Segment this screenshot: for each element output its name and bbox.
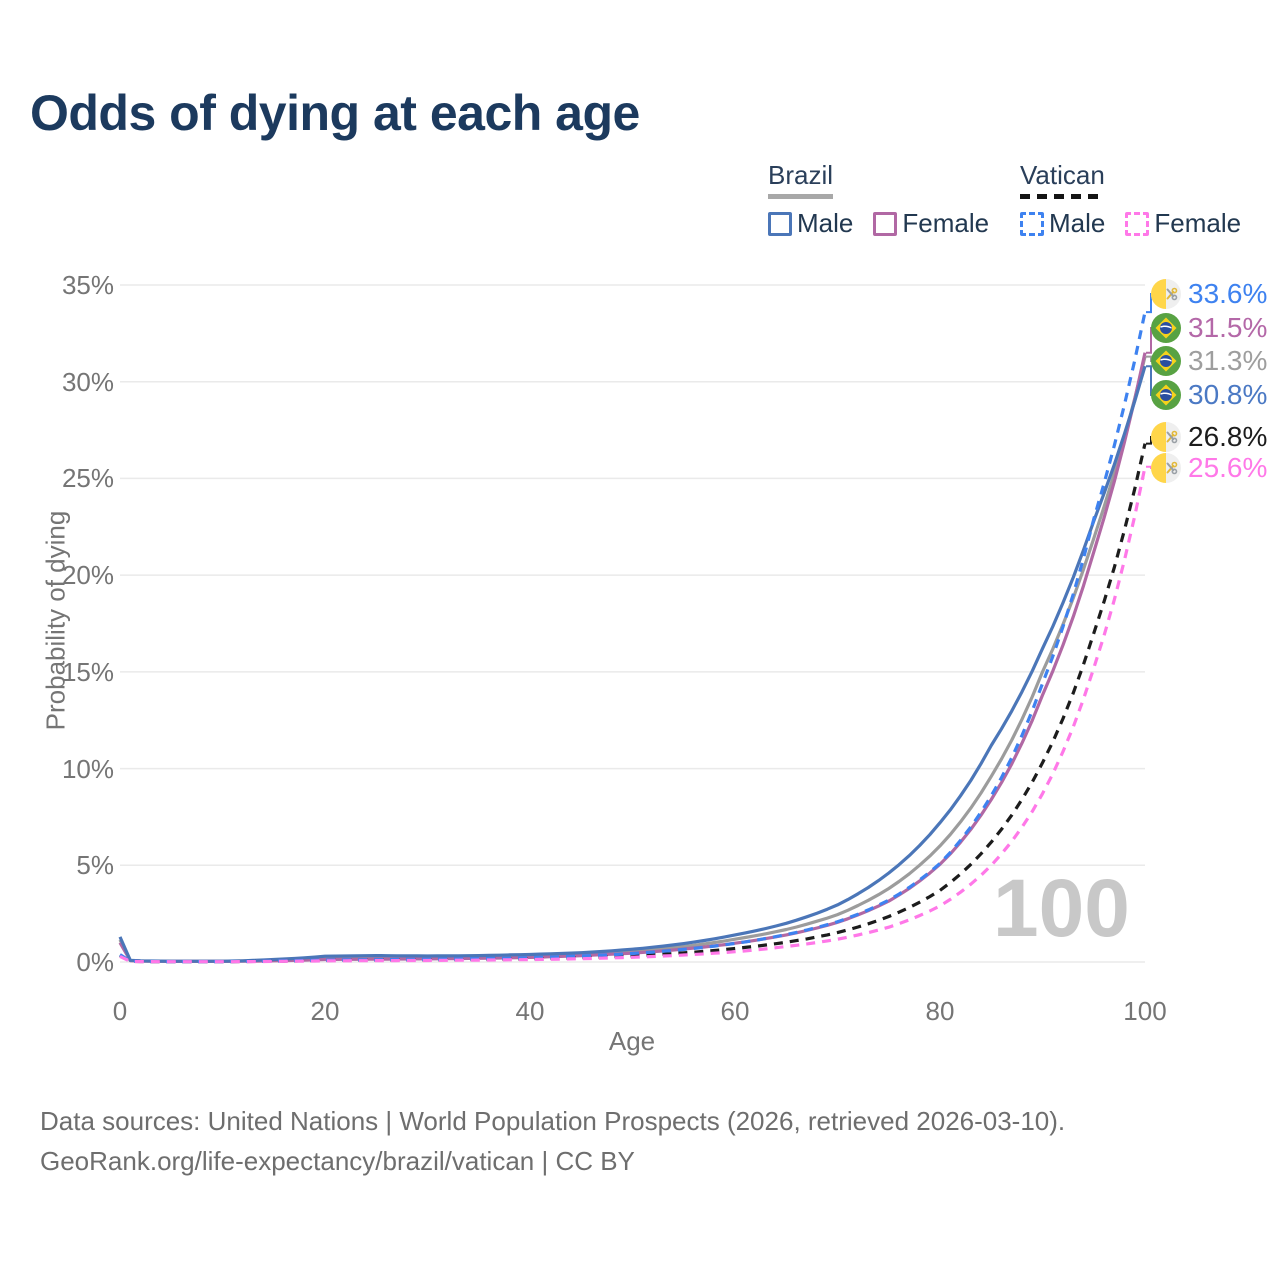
end-label-value: 33.6% xyxy=(1188,278,1268,309)
y-tick-label: 30% xyxy=(61,366,114,397)
y-tick-label: 20% xyxy=(61,560,114,591)
legend-country-linestyle-solid xyxy=(768,194,834,199)
legend-key-label: Female xyxy=(902,208,990,238)
end-label-vatican-female: 25.6% xyxy=(1151,452,1267,484)
y-tick-label: 10% xyxy=(61,753,114,784)
legend-group-brazil: Brazil Male Female xyxy=(768,160,989,239)
age-watermark: 100 xyxy=(993,863,1130,954)
end-label-value: 25.6% xyxy=(1188,452,1268,483)
vatican-flag-icon xyxy=(1151,422,1181,452)
series-line-vatican-total xyxy=(119,443,1147,964)
series-line-vatican-male xyxy=(119,311,1147,964)
x-tick-label: 80 xyxy=(925,996,955,1026)
end-label-vatican-total: 26.8% xyxy=(1151,421,1267,453)
x-tick-label: 0 xyxy=(112,996,128,1026)
legend-key-label: Male xyxy=(797,208,854,238)
brazil-flag-icon xyxy=(1151,380,1181,410)
y-tick-label: 15% xyxy=(61,656,114,687)
legend-key-brazil-female[interactable]: Female xyxy=(873,208,989,239)
legend-group-vatican: Vatican Male Female xyxy=(1020,160,1241,239)
legend-key-vatican-male[interactable]: Male xyxy=(1020,208,1105,239)
legend-checkbox-vatican-female[interactable] xyxy=(1125,211,1150,236)
legend-country-linestyle-dashed xyxy=(1020,194,1105,199)
series-line-brazil-female xyxy=(118,352,1147,963)
legend-key-brazil-male[interactable]: Male xyxy=(768,208,853,239)
series-line-vatican-female xyxy=(119,466,1147,964)
end-label-brazil-total: 31.3% xyxy=(1151,345,1267,377)
chart-title: Odds of dying at each age xyxy=(30,85,640,141)
x-tick-label: 20 xyxy=(310,996,340,1026)
end-label-brazil-male: 30.8% xyxy=(1151,379,1267,411)
end-label-value: 31.5% xyxy=(1188,312,1268,343)
legend-country-label: Vatican xyxy=(1020,160,1105,190)
legend-checkbox-brazil-female[interactable] xyxy=(873,211,898,236)
vatican-flag-icon xyxy=(1151,279,1181,309)
brazil-flag-icon xyxy=(1151,346,1181,376)
series-line-brazil-male xyxy=(118,365,1147,963)
legend-key-label: Male xyxy=(1049,208,1106,238)
y-tick-label: 0% xyxy=(76,947,114,977)
end-label-vatican-male: 33.6% xyxy=(1151,278,1267,310)
legend-checkbox-brazil-male[interactable] xyxy=(768,211,792,236)
legend-checkbox-vatican-male[interactable] xyxy=(1020,211,1044,236)
end-label-value: 26.8% xyxy=(1188,421,1268,452)
x-tick-label: 60 xyxy=(720,996,750,1026)
legend-key-vatican-female[interactable]: Female xyxy=(1125,208,1241,239)
x-tick-label: 40 xyxy=(515,996,545,1026)
x-tick-label: 100 xyxy=(1123,996,1167,1026)
y-tick-label: 25% xyxy=(61,463,114,494)
y-axis-title: Probability of dying xyxy=(40,510,71,731)
vatican-flag-icon xyxy=(1151,453,1181,483)
end-label-value: 30.8% xyxy=(1188,379,1268,410)
brazil-flag-icon xyxy=(1151,313,1181,343)
x-axis-title: Age xyxy=(608,1026,656,1056)
data-source-line: Data sources: United Nations | World Pop… xyxy=(40,1106,1066,1136)
end-label-value: 31.3% xyxy=(1188,345,1268,376)
legend-country-label: Brazil xyxy=(768,160,834,190)
y-tick-label: 5% xyxy=(76,850,114,881)
y-tick-label: 35% xyxy=(61,269,114,300)
attribution-line: GeoRank.org/life-expectancy/brazil/vatic… xyxy=(40,1146,635,1176)
end-label-brazil-female: 31.5% xyxy=(1151,312,1267,344)
legend-key-label: Female xyxy=(1154,208,1242,238)
series-line-brazil-total xyxy=(118,356,1147,963)
